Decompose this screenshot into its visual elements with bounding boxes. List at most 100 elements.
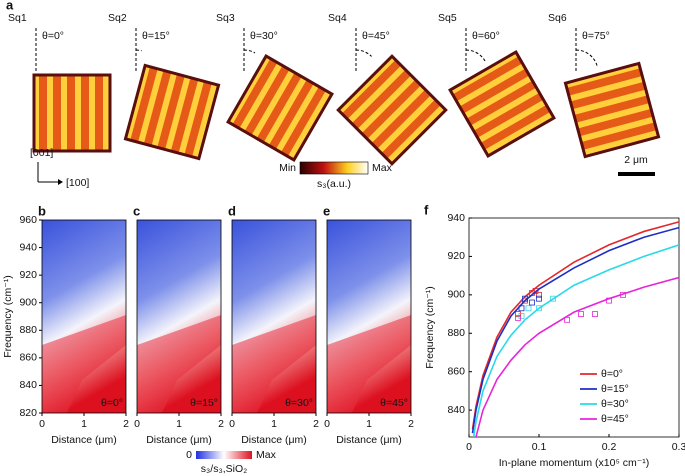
legend-label: θ=45° [601,413,629,425]
scale-label: 2 μm [624,154,648,166]
square-name: Sq3 [216,12,235,24]
square-image [123,63,221,161]
data-point [606,297,612,304]
angle-label: θ=75° [582,30,610,42]
colorbar-max: Max [256,449,277,461]
y-tick-label: 840 [447,404,465,416]
panel-label: e [323,203,330,218]
data-point [536,305,542,312]
fit-line [475,276,679,437]
x-axis-label: Distance (μm) [336,434,402,446]
square [563,61,661,159]
data-point [525,305,532,312]
data-point [564,316,570,323]
y-tick-label: 860 [19,352,37,364]
panel-label: c [133,203,140,218]
colorbar [196,451,252,459]
square-image [336,54,448,166]
data-point [620,291,626,298]
data-point [578,311,584,317]
square-image [563,61,661,159]
x-tick-label: 0 [229,418,235,430]
x-tick-label: 1 [271,418,277,430]
plot-frame [468,217,680,438]
legend-label: θ=15° [601,383,629,395]
data-point [529,299,535,306]
data-point [518,305,525,312]
x-tick-label: 0.3 [672,441,685,453]
y-tick-label: 940 [447,212,465,224]
data-point [592,311,598,317]
data-point [550,295,556,302]
plot-area [471,221,679,437]
y-tick-label: 920 [447,250,465,262]
fit-line [471,226,679,434]
x-tick-label: 0 [466,441,472,453]
square [448,50,556,158]
y-tick-label: 940 [19,241,37,253]
x-tick-label: 2 [218,418,224,430]
x-tick-label: 0 [39,418,45,430]
data-point [532,288,539,294]
colorbar-label: s₃/s₃,SiO₂ [201,463,247,475]
data-point [515,314,521,321]
y-tick-label: 920 [19,269,37,281]
x-tick-label: 2 [408,418,414,430]
y-tick-label: 860 [447,365,465,377]
angle-label: θ=45° [362,30,390,42]
angle-arc [135,49,142,52]
angle-arc [243,49,256,54]
square-image [226,54,334,162]
square [336,54,448,166]
colorbar-min: 0 [186,449,192,461]
angle-arc [355,49,372,57]
angle-label: θ=30° [250,30,278,42]
square [226,54,334,162]
angle-label: θ=0° [42,30,64,42]
angle-label: θ=15° [142,30,170,42]
angle-arc [575,49,598,67]
y-tick-label: 960 [19,214,37,226]
square-image [32,73,112,153]
x-tick-label: 0.1 [532,441,547,453]
panel-f: f 0 0.1 0.2 0.3 840 860 880 900 920 940 In-plane mo… [424,202,685,468]
x-tick-label: 1 [81,418,87,430]
colorbar-label: s₃(a.u.) [317,178,351,190]
data-point [518,313,525,319]
square-name: Sq2 [108,12,127,24]
fit-line [472,244,679,437]
x-axis-label: Distance (μm) [241,434,307,446]
angle-label: θ=60° [472,30,500,42]
x-axis-label: Distance (μm) [51,434,117,446]
data-point [515,311,521,317]
axis-label: [001] [30,147,53,159]
data-point [522,295,528,302]
panel-label: d [228,203,236,218]
y-axis-label: Frequency (cm⁻¹) [2,275,14,358]
y-tick-label: 840 [19,379,37,391]
heatmap-band [327,315,411,413]
x-tick-label: 1 [176,418,182,430]
x-tick-label: 0.2 [602,441,617,453]
x-axis-label: In-plane momentum (x10⁵ cm⁻¹) [499,457,650,469]
heatmap-band [42,315,126,413]
square-name: Sq6 [548,12,567,24]
y-tick-label: 880 [447,327,465,339]
annotation: θ=30° [285,397,313,409]
axis-label: [100] [66,177,89,189]
square [123,63,221,161]
square-name: Sq4 [328,12,347,24]
legend-label: θ=30° [601,398,629,410]
x-tick-label: 0 [134,418,140,430]
y-axis-label: Frequency (cm⁻¹) [424,286,436,369]
annotation: θ=45° [380,397,408,409]
legend-label: θ=0° [601,368,623,380]
heatmap-band [232,315,316,413]
panel-label: f [424,202,429,217]
y-tick-label: 900 [447,289,465,301]
square-name: Sq1 [8,12,27,24]
y-tick-label: 880 [19,324,37,336]
colorbar [299,161,369,175]
